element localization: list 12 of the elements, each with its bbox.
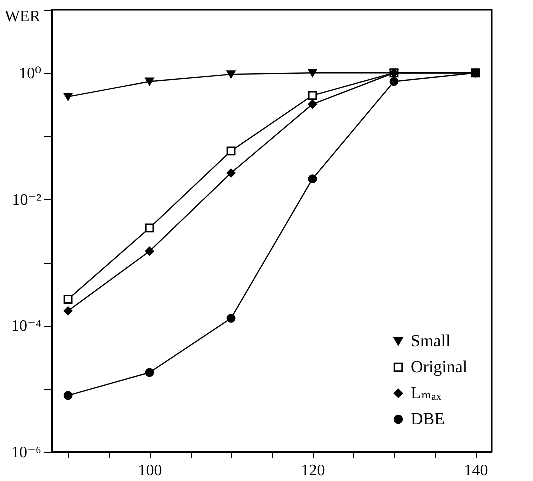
legend-label: Lₘₐₓ [411,384,442,402]
legend-label: Original [411,358,468,376]
x-tick-label: 120 [301,462,326,480]
y-tick-label: 10⁻⁴ [11,318,42,336]
y-tick-label: 10⁻⁶ [11,444,42,462]
x-tick-label: 140 [464,462,488,480]
y-tick-label: 10⁰ [19,66,42,83]
x-tick-label: 100 [138,462,162,480]
legend-label: Small [411,332,451,350]
y-axis-title: WER [4,8,41,26]
y-tick-label: 10⁻² [12,192,42,209]
legend-label: DBE [411,410,445,428]
